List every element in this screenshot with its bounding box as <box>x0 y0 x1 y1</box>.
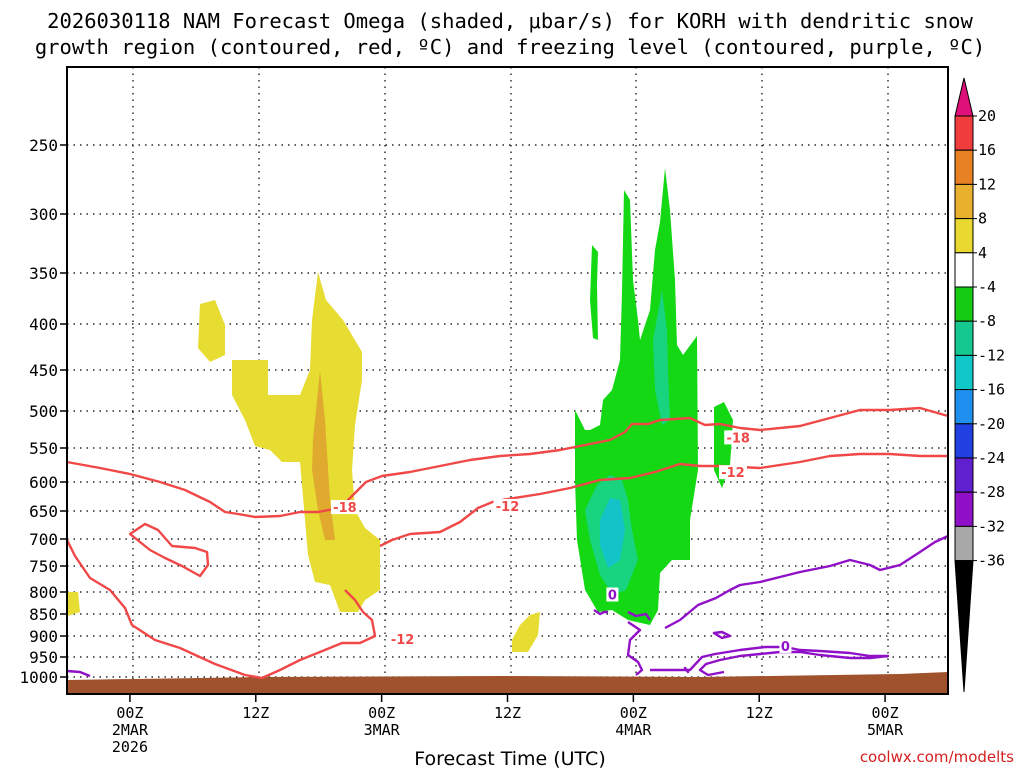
x-tick-time: 12Z <box>746 704 773 722</box>
y-tick-label: 750 <box>29 557 58 576</box>
x-tick-time: 00Z <box>620 704 647 722</box>
contour-label-bg <box>388 632 417 647</box>
colorbar-label: -12 <box>978 346 1005 364</box>
y-axis: 250 300 350 400 450 500 550 600 650 700 750 800 850 9… <box>19 136 67 687</box>
colorbar-swatch <box>954 320 974 356</box>
contour-label: 0 <box>781 640 790 655</box>
colorbar-swatch <box>954 286 974 322</box>
x-tick-date: 3MAR <box>364 721 401 739</box>
x-tick-time: 00Z <box>116 704 143 722</box>
y-tick-label: 300 <box>29 205 58 224</box>
colorbar-label: 12 <box>978 175 996 193</box>
y-tick-label: 800 <box>29 583 58 602</box>
colorbar-swatch <box>954 149 974 185</box>
omega-upward-left-blob <box>198 300 225 362</box>
colorbar-swatch <box>954 389 974 425</box>
contours <box>65 406 949 680</box>
colorbar-swatch <box>954 423 974 459</box>
y-tick-label: 950 <box>29 648 58 667</box>
contour-label-bg <box>724 430 753 445</box>
y-tick-label: 1000 <box>19 668 58 687</box>
omega-upward-main-region <box>232 272 380 612</box>
omega-upward-small-blob <box>512 612 540 652</box>
omega-upward-core <box>312 370 335 540</box>
contour-dgz-minus-18 <box>66 406 949 519</box>
contour-dgz-minus-12 <box>379 452 948 548</box>
y-tick-label: 850 <box>29 605 58 624</box>
contour-label-bg <box>330 500 359 515</box>
colorbar-top-arrow <box>954 77 974 117</box>
y-tick-label: 650 <box>29 502 58 521</box>
contour-label: -12 <box>496 500 520 515</box>
contour-freezing-level-0 <box>66 534 949 678</box>
contour-label: -12 <box>721 466 745 481</box>
colorbar-label: -24 <box>978 449 1005 467</box>
y-tick-label: 900 <box>29 627 58 646</box>
colorbar-label: 4 <box>978 244 987 262</box>
contour-minus-12-closed-loop <box>128 522 210 578</box>
contour-label-bg <box>718 465 747 480</box>
colorbar: 20 16 12 8 4 -4 -8 -12 -16 -20 -24 -28 -32 -36 <box>954 77 1005 693</box>
colorbar-label: -4 <box>978 278 996 296</box>
colorbar-swatch <box>954 183 974 220</box>
chart-title-line1: 2026030118 NAM Forecast Omega (shaded, μ… <box>47 9 973 33</box>
x-tick-time: 12Z <box>494 704 521 722</box>
colorbar-swatch <box>954 115 974 151</box>
plot-area <box>67 67 948 694</box>
x-tick-time: 00Z <box>368 704 395 722</box>
omega-downward-cyan-core <box>600 498 625 568</box>
x-tick-time: 12Z <box>242 704 269 722</box>
contour-label-bg <box>606 587 619 602</box>
colorbar-bottom-arrow <box>954 560 974 693</box>
contour-minus-12-lower-loop <box>65 539 377 680</box>
colorbar-label: 20 <box>978 107 996 125</box>
colorbar-swatch <box>954 218 974 254</box>
colorbar-label: -16 <box>978 381 1005 399</box>
colorbar-label: -28 <box>978 483 1005 501</box>
chart-title-line2: growth region (contoured, red, ºC) and f… <box>35 35 985 59</box>
colorbar-swatch <box>954 525 974 562</box>
y-tick-label: 400 <box>29 315 58 334</box>
colorbar-label: -36 <box>978 552 1005 570</box>
y-tick-label: 500 <box>29 402 58 421</box>
colorbar-swatch <box>954 491 974 527</box>
x-tick-date: 2MAR <box>112 721 149 739</box>
y-tick-label: 450 <box>29 361 58 380</box>
colorbar-label: 16 <box>978 141 996 159</box>
contour-label-bg <box>779 638 792 653</box>
y-tick-label: 550 <box>29 439 58 458</box>
colorbar-swatch <box>954 354 974 391</box>
y-tick-label: 600 <box>29 473 58 492</box>
x-axis-label: Forecast Time (UTC) <box>414 748 605 768</box>
y-tick-label: 250 <box>29 136 58 155</box>
x-tick-date: 4MAR <box>615 721 652 739</box>
colorbar-label: -32 <box>978 517 1005 535</box>
contour-label: 0 <box>608 589 617 604</box>
y-tick-label: 350 <box>29 264 58 283</box>
ground-surface <box>67 672 948 694</box>
contour-label: -18 <box>333 501 357 516</box>
colorbar-label: -20 <box>978 415 1005 433</box>
contour-label: -18 <box>726 431 750 446</box>
omega-upward-left-edge <box>67 592 80 616</box>
colorbar-swatch <box>954 252 974 288</box>
colorbar-label: 8 <box>978 210 987 228</box>
credit-text: coolwx.com/modelts <box>860 748 1014 766</box>
y-tick-label: 700 <box>29 530 58 549</box>
colorbar-swatch <box>954 457 974 493</box>
x-tick-year: 2026 <box>112 738 148 756</box>
omega-shading <box>67 168 948 694</box>
colorbar-label: -8 <box>978 312 996 330</box>
x-tick-date: 5MAR <box>867 721 904 739</box>
contour-label-bg <box>493 498 522 513</box>
contour-label: -12 <box>391 633 415 648</box>
contour-labels: -18 -12 -18 -12 -12 0 0 <box>330 430 792 655</box>
x-tick-time: 00Z <box>872 704 899 722</box>
